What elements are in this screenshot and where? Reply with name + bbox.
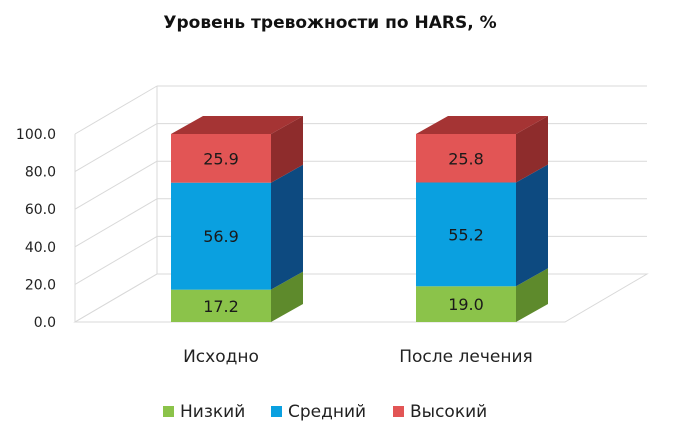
bar-segment-side <box>271 116 303 183</box>
bar-segment <box>171 134 271 183</box>
data-label: 17.2 <box>203 297 239 316</box>
gridline-left <box>74 235 158 285</box>
bar-segment-side <box>516 116 548 183</box>
bar-segment-side <box>271 164 303 290</box>
bars: 17.2 56.9 25.9 19.0 55.2 25.8 <box>171 116 548 322</box>
bar-segment <box>171 289 271 322</box>
bar-segment-side <box>271 271 303 322</box>
x-axis: Исходно После лечения <box>183 347 533 367</box>
y-tick-label: 60.0 <box>25 202 56 218</box>
y-tick-label: 40.0 <box>25 240 56 256</box>
category-label: После лечения <box>399 347 532 367</box>
y-tick-label: 20.0 <box>25 277 56 293</box>
data-label: 25.8 <box>448 149 484 168</box>
gridline-left <box>74 85 158 135</box>
bar-segment-side <box>516 268 548 322</box>
grid <box>73 85 649 323</box>
bar-top <box>416 116 548 134</box>
bar-top <box>171 116 303 134</box>
floor <box>73 273 649 323</box>
y-tick-label: 100.0 <box>16 127 56 143</box>
bar-segment <box>416 286 516 322</box>
bar-segment <box>416 182 516 287</box>
y-axis: 0.0 20.0 40.0 60.0 80.0 100.0 <box>16 127 56 331</box>
legend-label: Средний <box>288 402 366 422</box>
gridline-left <box>74 160 158 210</box>
bar-segment <box>416 134 516 183</box>
legend-swatch <box>393 406 404 417</box>
bar-segment-side <box>516 164 548 287</box>
data-label: 19.0 <box>448 295 484 314</box>
data-label: 25.9 <box>203 149 239 168</box>
data-label: 55.2 <box>448 225 484 244</box>
y-tick-label: 0.0 <box>34 315 56 331</box>
legend-swatch <box>271 406 282 417</box>
category-label: Исходно <box>183 347 259 367</box>
legend-label: Высокий <box>410 402 487 422</box>
legend-label: Низкий <box>180 402 245 422</box>
data-label: 56.9 <box>203 227 239 246</box>
chart-title: Уровень тревожности по HARS, % <box>163 13 496 33</box>
bar-segment <box>171 182 271 290</box>
legend: Низкий Средний Высокий <box>163 402 487 422</box>
y-tick-label: 80.0 <box>25 165 56 181</box>
gridline-left <box>74 123 158 173</box>
legend-swatch <box>163 406 174 417</box>
gridline-left <box>74 198 158 248</box>
